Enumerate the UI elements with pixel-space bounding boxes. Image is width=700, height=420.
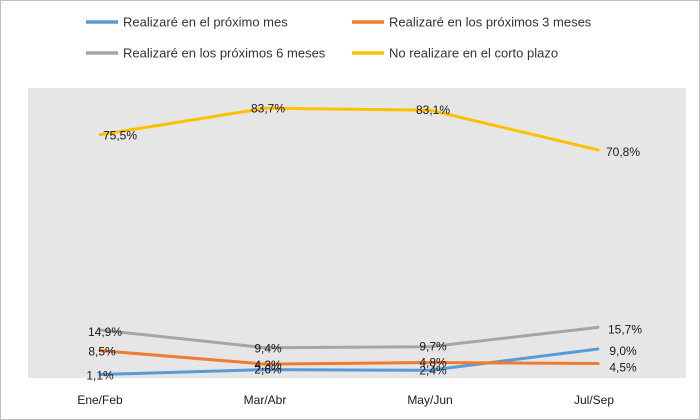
- data-label: 4,8%: [419, 356, 447, 370]
- series-line: [98, 347, 600, 376]
- data-label: 4,3%: [254, 358, 282, 372]
- legend-label: Realizaré en el próximo mes: [123, 15, 288, 30]
- data-label: 83,7%: [251, 101, 285, 115]
- data-label: 14,9%: [88, 325, 122, 339]
- legend-item: Realizaré en los próximos 6 meses: [86, 46, 326, 61]
- legend-label: Realizaré en los próximos 3 meses: [389, 15, 592, 30]
- data-label: 4,5%: [609, 361, 637, 375]
- data-label: 2,6%: [254, 363, 282, 377]
- data-label: 9,0%: [609, 344, 637, 358]
- x-tick-label: Mar/Abr: [244, 393, 287, 407]
- data-label: 8,5%: [88, 345, 116, 359]
- data-labels: 1,1% 2,6% 2,4% 9,0% 8,5% 4,3% 4,8% 4,5% 14,9% 9,4…: [86, 101, 642, 382]
- x-axis-tick-labels: Ene/Feb Mar/Abr May/Jun Jul/Sep: [77, 393, 614, 407]
- series-line: [98, 325, 600, 350]
- legend: Realizaré en el próximo mes Realizaré en …: [86, 15, 592, 61]
- x-tick-label: Ene/Feb: [77, 393, 123, 407]
- data-label: 15,7%: [608, 322, 642, 336]
- legend-item: Realizaré en el próximo mes: [86, 15, 288, 30]
- legend-label: Realizaré en los próximos 6 meses: [123, 46, 326, 61]
- data-label: 70,8%: [606, 145, 640, 159]
- legend-item: No realizare en el corto plazo: [352, 46, 558, 61]
- legend-item: Realizaré en los próximos 3 meses: [352, 15, 592, 30]
- data-label: 83,1%: [416, 103, 450, 117]
- data-label: 2,4%: [419, 363, 447, 377]
- data-label: 75,5%: [103, 129, 137, 143]
- series-lines: [98, 106, 600, 376]
- x-tick-label: Jul/Sep: [574, 393, 614, 407]
- x-tick-label: May/Jun: [407, 393, 452, 407]
- data-label: 1,1%: [86, 368, 114, 382]
- series-line: [98, 106, 600, 152]
- data-label: 9,7%: [419, 340, 447, 354]
- series-line: [98, 349, 600, 366]
- data-label: 9,4%: [254, 342, 282, 356]
- legend-label: No realizare en el corto plazo: [389, 46, 558, 61]
